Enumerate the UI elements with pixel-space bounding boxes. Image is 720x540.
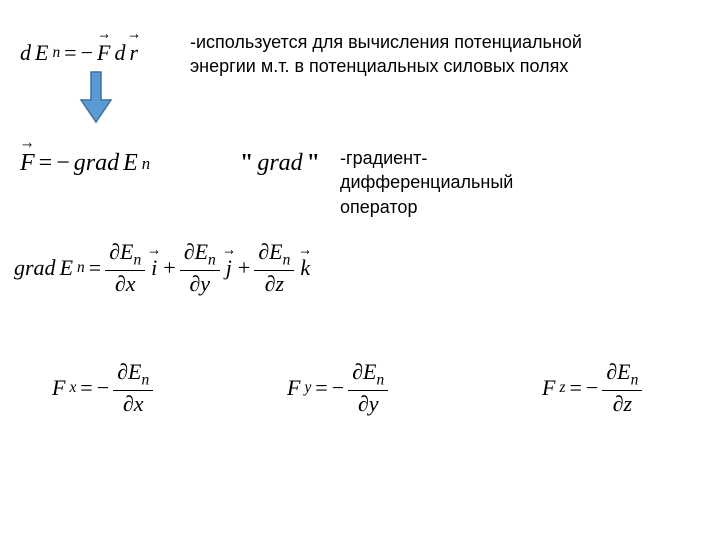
fz-F: F	[542, 375, 555, 401]
f3-frac-y: ∂En ∂y	[180, 240, 220, 297]
y2d: y	[200, 271, 210, 296]
fx-eq: =	[80, 375, 92, 401]
fysn: n	[376, 371, 384, 388]
fypd: ∂	[358, 391, 369, 416]
p1n: ∂	[109, 239, 120, 264]
gradient-note: -градиент-дифференциальный оператор	[340, 146, 560, 219]
fz-frac: ∂En ∂z	[602, 360, 642, 417]
formula-Fz: F z = − ∂En ∂z	[540, 360, 644, 417]
e1n: E	[120, 239, 133, 264]
f2-F: F	[20, 150, 35, 177]
f3-plus2: +	[238, 255, 250, 281]
fxen: E	[128, 359, 141, 384]
f2-eq: =	[39, 150, 53, 177]
fxvd: x	[134, 391, 144, 416]
usage-note-line1: используется для вычисления потенциально…	[196, 32, 582, 52]
fy-F: F	[287, 375, 300, 401]
fy-frac: ∂En ∂y	[348, 360, 388, 417]
fzsn: n	[631, 371, 639, 388]
down-arrow-icon	[78, 70, 114, 125]
fx-sub: x	[69, 379, 76, 397]
f1-minus: −	[81, 40, 93, 66]
fypn: ∂	[352, 359, 363, 384]
formula-dEn: d E n = − F d r	[18, 40, 140, 66]
f2-minus: −	[56, 150, 70, 177]
f3-E: E	[60, 255, 73, 281]
f3-k: k	[300, 255, 310, 281]
e3n: E	[269, 239, 282, 264]
fz-sub: z	[559, 379, 565, 397]
slide-stage: d E n = − F d r -используется для вычисл…	[0, 0, 720, 540]
q-grad: grad	[257, 150, 302, 177]
fxsn: n	[141, 371, 149, 388]
f1-r: r	[129, 40, 138, 66]
fzvd: z	[623, 391, 632, 416]
f1-E: E	[35, 40, 48, 66]
f3-grad: grad	[14, 255, 56, 281]
q2: "	[307, 150, 320, 177]
p2n: ∂	[184, 239, 195, 264]
formula-Fx: F x = − ∂En ∂x	[50, 360, 155, 417]
formula-grad-expansion: grad E n = ∂En ∂x i + ∂En ∂y j + ∂En ∂z …	[12, 240, 314, 297]
p3n: ∂	[258, 239, 269, 264]
fx-F: F	[52, 375, 65, 401]
fz-minus: −	[586, 375, 598, 401]
f2-sub: n	[142, 154, 150, 174]
fxpd: ∂	[123, 391, 134, 416]
f3-i: i	[151, 255, 157, 281]
x1d: x	[126, 271, 136, 296]
f1-eq: =	[64, 40, 76, 66]
fy-minus: −	[332, 375, 344, 401]
gradient-note-text: градиент-дифференциальный оператор	[340, 148, 513, 217]
f1-F: F	[97, 40, 110, 66]
fxpn: ∂	[117, 359, 128, 384]
s3n: n	[283, 251, 291, 268]
f1-d2: d	[114, 40, 125, 66]
fyvd: y	[369, 391, 379, 416]
z3d: z	[275, 271, 284, 296]
f2-grad: grad	[74, 150, 119, 177]
fx-frac: ∂En ∂x	[113, 360, 153, 417]
fzpn: ∂	[606, 359, 617, 384]
usage-note-line2: энергии м.т. в потенциальных силовых пол…	[190, 56, 568, 76]
fyen: E	[363, 359, 376, 384]
formula-Fy: F y = − ∂En ∂y	[285, 360, 390, 417]
f3-frac-z: ∂En ∂z	[254, 240, 294, 297]
q1: "	[240, 150, 253, 177]
f1-d: d	[20, 40, 31, 66]
f3-eq: =	[89, 255, 101, 281]
usage-note: -используется для вычисления потенциальн…	[190, 30, 590, 79]
f1-sub: n	[52, 44, 60, 62]
s1n: n	[133, 251, 141, 268]
p1d: ∂	[115, 271, 126, 296]
f2-E: E	[123, 150, 138, 177]
fy-sub: y	[304, 379, 311, 397]
formula-F-grad: F = − grad E n	[18, 150, 152, 177]
fzpd: ∂	[613, 391, 624, 416]
fx-minus: −	[97, 375, 109, 401]
s2n: n	[208, 251, 216, 268]
formula-grad-quoted: " grad "	[238, 150, 322, 177]
fz-eq: =	[569, 375, 581, 401]
f3-frac-x: ∂En ∂x	[105, 240, 145, 297]
p2d: ∂	[189, 271, 200, 296]
e2n: E	[195, 239, 208, 264]
fzen: E	[617, 359, 630, 384]
fy-eq: =	[315, 375, 327, 401]
f3-plus1: +	[163, 255, 175, 281]
f3-sub: n	[77, 259, 85, 277]
f3-j: j	[226, 255, 232, 281]
p3d: ∂	[265, 271, 276, 296]
